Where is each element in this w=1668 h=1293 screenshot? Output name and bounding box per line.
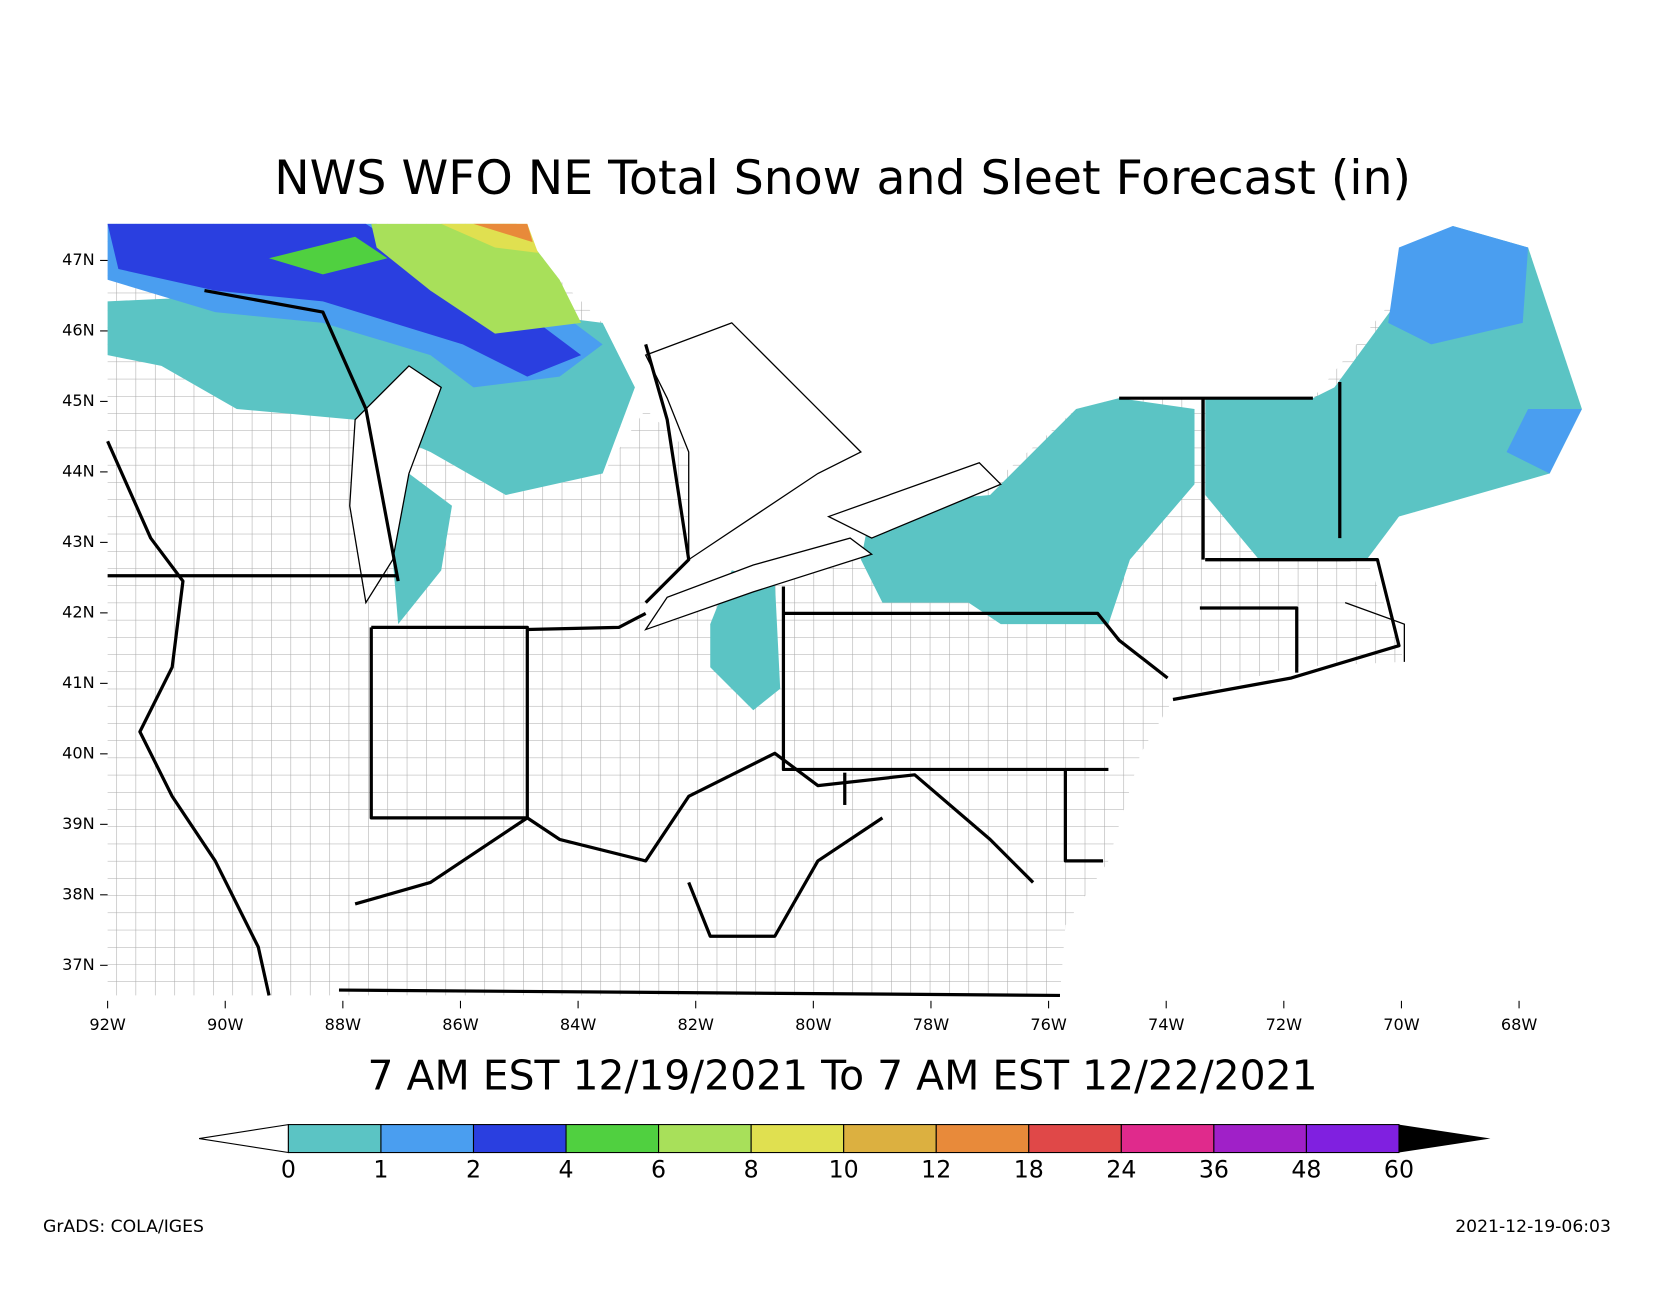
lon-label: 70W (1383, 1015, 1420, 1034)
lon-label: 82W (677, 1015, 714, 1034)
lakes (349, 322, 1002, 631)
colorbar-label: 4 (559, 1155, 574, 1183)
colorbar-label: 2 (466, 1155, 481, 1183)
colorbar-label: 0 (281, 1155, 296, 1183)
color-swatch (1305, 1124, 1400, 1154)
lon-label: 92W (89, 1015, 126, 1034)
lat-label: 47N (62, 250, 95, 269)
colorbar-label: 24 (1106, 1155, 1136, 1183)
map-title: NWS WFO NE Total Snow and Sleet Forecast… (274, 151, 1411, 206)
colorbar-label: 8 (744, 1155, 759, 1183)
color-swatch (287, 1124, 382, 1154)
lon-label: 68W (1501, 1015, 1538, 1034)
snow-areas (107, 223, 1582, 711)
colorbar-label: 1 (373, 1155, 388, 1183)
lat-label: 40N (62, 743, 95, 762)
lon-label: 76W (1030, 1015, 1067, 1034)
lat-label: 38N (62, 884, 95, 903)
over-triangle (1398, 1124, 1491, 1153)
footer-credit: GrADS: COLA/IGES (43, 1217, 204, 1237)
color-swatch (472, 1124, 567, 1154)
valid-period: 7 AM EST 12/19/2021 To 7 AM EST 12/22/20… (368, 1051, 1318, 1099)
lat-label: 46N (62, 320, 95, 339)
lon-label: 84W (560, 1015, 597, 1034)
lon-label: 78W (913, 1015, 950, 1034)
under-triangle (199, 1123, 289, 1154)
colorbar: 0 1 2 4 6 8 10 12 18 24 36 48 60 (199, 1123, 1491, 1183)
color-swatch (750, 1124, 845, 1154)
lon-label: 74W (1148, 1015, 1185, 1034)
color-swatch (658, 1124, 752, 1154)
lon-label: 72W (1266, 1015, 1303, 1034)
footer-timestamp: 2021-12-19-06:03 (1455, 1217, 1611, 1237)
colorbar-label: 60 (1384, 1155, 1414, 1183)
lon-label: 88W (325, 1015, 362, 1034)
colorbar-label: 18 (1014, 1155, 1044, 1183)
color-swatch (380, 1124, 475, 1154)
color-swatch (1028, 1124, 1122, 1154)
color-swatch (1213, 1124, 1307, 1154)
colorbar-label: 6 (651, 1155, 666, 1183)
lat-label: 41N (62, 673, 95, 692)
lat-label: 45N (62, 391, 95, 410)
lat-label: 44N (62, 461, 95, 480)
lon-label: 80W (795, 1015, 832, 1034)
lon-label: 86W (442, 1015, 479, 1034)
lon-label: 90W (207, 1015, 244, 1034)
color-swatch (565, 1124, 660, 1154)
lat-label: 43N (62, 532, 95, 551)
colorbar-label: 48 (1291, 1155, 1321, 1183)
axes: 47N 46N 45N 44N 43N 42N 41N 40N 39N 38N 37N 92W 90W 8… (62, 250, 1537, 1034)
color-swatch (935, 1124, 1030, 1154)
colorbar-label: 36 (1199, 1155, 1229, 1183)
color-swatch (1120, 1124, 1215, 1154)
colorbar-label: 10 (829, 1155, 859, 1183)
color-swatch (843, 1124, 937, 1154)
lat-label: 37N (62, 955, 95, 974)
state-borders (106, 288, 1405, 998)
colorbar-label: 12 (921, 1155, 951, 1183)
lat-label: 39N (62, 814, 95, 833)
lat-label: 42N (62, 602, 95, 621)
